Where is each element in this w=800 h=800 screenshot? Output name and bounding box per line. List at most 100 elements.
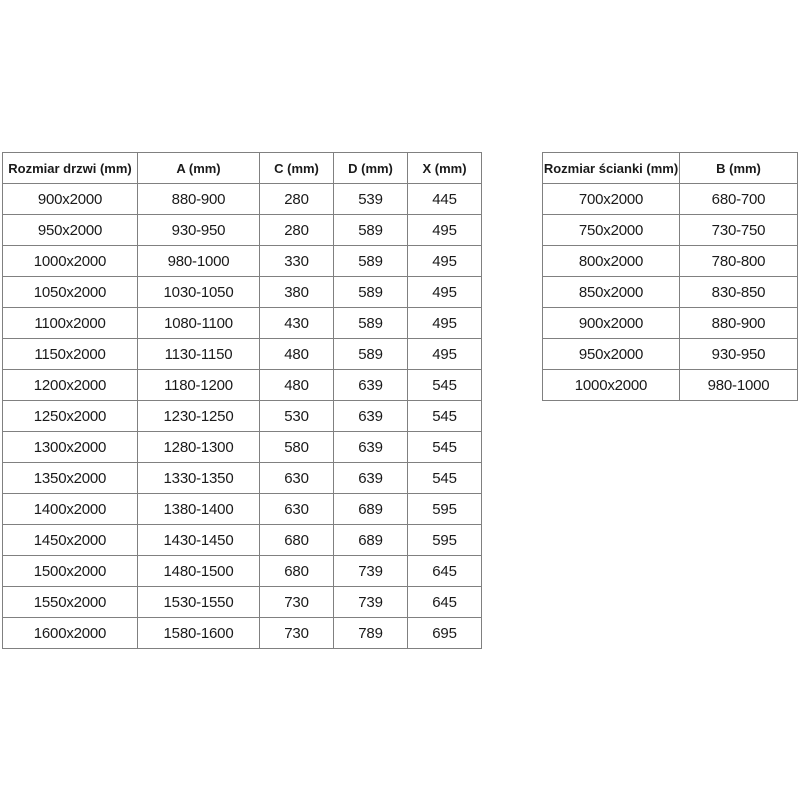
table-cell: 480 (259, 338, 334, 370)
table-cell: 1280-1300 (137, 431, 260, 463)
table-cell: 1480-1500 (137, 555, 260, 587)
table-cell: 800x2000 (542, 245, 680, 277)
table-cell: 739 (333, 586, 408, 618)
table-row: 1100x2000 1080-1100 430 589 495 (2, 307, 482, 339)
column-header: B (mm) (679, 152, 798, 184)
table-cell: 1580-1600 (137, 617, 260, 649)
table-cell: 589 (333, 307, 408, 339)
table-cell: 830-850 (679, 276, 798, 308)
table-cell: 530 (259, 400, 334, 432)
table-cell: 930-950 (679, 338, 798, 370)
table-row: 900x2000 880-900 280 539 445 (2, 183, 482, 215)
table-cell: 280 (259, 183, 334, 215)
table-row: 1000x2000 980-1000 (542, 369, 798, 401)
table-cell: 950x2000 (542, 338, 680, 370)
table-cell: 545 (407, 400, 482, 432)
table-row: 1550x2000 1530-1550 730 739 645 (2, 586, 482, 618)
table-cell: 1400x2000 (2, 493, 138, 525)
wall-sizes-table: Rozmiar ścianki (mm) B (mm) 700x2000 680-7… (542, 152, 798, 401)
table-row: 1000x2000 980-1000 330 589 495 (2, 245, 482, 277)
table-cell: 280 (259, 214, 334, 246)
table-cell: 645 (407, 555, 482, 587)
table-cell: 539 (333, 183, 408, 215)
table-cell: 1450x2000 (2, 524, 138, 556)
column-header: Rozmiar drzwi (mm) (2, 152, 138, 184)
table-cell: 789 (333, 617, 408, 649)
column-header: D (mm) (333, 152, 408, 184)
table-cell: 1050x2000 (2, 276, 138, 308)
table-row: 1150x2000 1130-1150 480 589 495 (2, 338, 482, 370)
table-cell: 1330-1350 (137, 462, 260, 494)
table-cell: 639 (333, 369, 408, 401)
table-cell: 1000x2000 (542, 369, 680, 401)
table-cell: 1550x2000 (2, 586, 138, 618)
table-row: 800x2000 780-800 (542, 245, 798, 277)
table-cell: 695 (407, 617, 482, 649)
table-cell: 930-950 (137, 214, 260, 246)
table-cell: 1180-1200 (137, 369, 260, 401)
table-row: 1400x2000 1380-1400 630 689 595 (2, 493, 482, 525)
table-row: 1250x2000 1230-1250 530 639 545 (2, 400, 482, 432)
table-cell: 850x2000 (542, 276, 680, 308)
table-row: 1200x2000 1180-1200 480 639 545 (2, 369, 482, 401)
table-cell: 330 (259, 245, 334, 277)
table-cell: 589 (333, 214, 408, 246)
table-cell: 480 (259, 369, 334, 401)
wall-table-header-row: Rozmiar ścianki (mm) B (mm) (542, 152, 798, 184)
column-header: C (mm) (259, 152, 334, 184)
table-cell: 645 (407, 586, 482, 618)
table-row: 1450x2000 1430-1450 680 689 595 (2, 524, 482, 556)
table-cell: 1250x2000 (2, 400, 138, 432)
table-cell: 630 (259, 493, 334, 525)
table-cell: 589 (333, 276, 408, 308)
table-cell: 639 (333, 431, 408, 463)
column-header: A (mm) (137, 152, 260, 184)
table-cell: 589 (333, 338, 408, 370)
table-cell: 589 (333, 245, 408, 277)
table-cell: 950x2000 (2, 214, 138, 246)
table-cell: 689 (333, 524, 408, 556)
table-cell: 430 (259, 307, 334, 339)
table-cell: 1150x2000 (2, 338, 138, 370)
table-cell: 1030-1050 (137, 276, 260, 308)
table-row: 1050x2000 1030-1050 380 589 495 (2, 276, 482, 308)
table-cell: 880-900 (137, 183, 260, 215)
table-cell: 1600x2000 (2, 617, 138, 649)
table-cell: 680 (259, 555, 334, 587)
table-cell: 1000x2000 (2, 245, 138, 277)
table-cell: 595 (407, 493, 482, 525)
table-cell: 495 (407, 214, 482, 246)
column-header: Rozmiar ścianki (mm) (542, 152, 680, 184)
table-cell: 495 (407, 338, 482, 370)
table-row: 1300x2000 1280-1300 580 639 545 (2, 431, 482, 463)
table-row: 700x2000 680-700 (542, 183, 798, 215)
table-cell: 639 (333, 462, 408, 494)
door-sizes-table: Rozmiar drzwi (mm) A (mm) C (mm) D (mm) X (m… (2, 152, 482, 649)
table-row: 950x2000 930-950 (542, 338, 798, 370)
table-cell: 1500x2000 (2, 555, 138, 587)
table-cell: 730-750 (679, 214, 798, 246)
table-cell: 680-700 (679, 183, 798, 215)
table-cell: 1530-1550 (137, 586, 260, 618)
table-cell: 495 (407, 276, 482, 308)
table-cell: 495 (407, 245, 482, 277)
table-row: 1500x2000 1480-1500 680 739 645 (2, 555, 482, 587)
table-cell: 780-800 (679, 245, 798, 277)
table-row: 1350x2000 1330-1350 630 639 545 (2, 462, 482, 494)
table-row: 950x2000 930-950 280 589 495 (2, 214, 482, 246)
table-cell: 730 (259, 586, 334, 618)
table-cell: 1080-1100 (137, 307, 260, 339)
table-cell: 380 (259, 276, 334, 308)
table-cell: 1350x2000 (2, 462, 138, 494)
table-cell: 1200x2000 (2, 369, 138, 401)
table-cell: 750x2000 (542, 214, 680, 246)
table-cell: 880-900 (679, 307, 798, 339)
table-cell: 495 (407, 307, 482, 339)
table-cell: 595 (407, 524, 482, 556)
table-cell: 1430-1450 (137, 524, 260, 556)
table-cell: 1100x2000 (2, 307, 138, 339)
table-cell: 630 (259, 462, 334, 494)
table-cell: 545 (407, 369, 482, 401)
table-cell: 700x2000 (542, 183, 680, 215)
